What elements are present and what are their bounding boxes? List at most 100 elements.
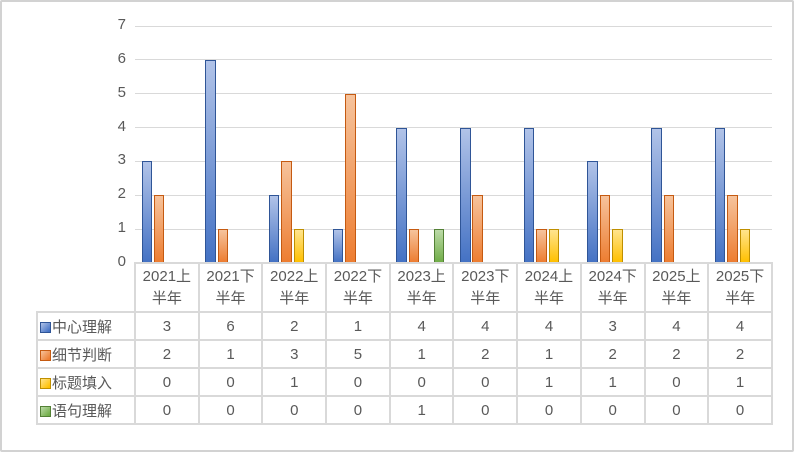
bar-标题填入-2024上半年 xyxy=(548,229,559,263)
value-cell: 0 xyxy=(261,395,328,425)
legend-key-icon xyxy=(40,405,51,417)
bar-中心理解-2025下半年 xyxy=(714,127,726,263)
bar-标题填入-2024下半年 xyxy=(612,229,623,263)
value-cell: 1 xyxy=(707,367,773,397)
value-cell: 0 xyxy=(197,395,264,425)
series-name: 标题填入 xyxy=(52,374,113,392)
series-label-cell: 细节判断 xyxy=(35,339,137,369)
bar-细节判断-2023上半年 xyxy=(408,229,420,263)
y-axis-tick-label: 3 xyxy=(117,151,126,169)
y-axis-tick-label: 4 xyxy=(117,117,126,135)
y-gridline xyxy=(135,93,772,95)
bar-中心理解-2023下半年 xyxy=(460,127,471,263)
value-cell: 1 xyxy=(516,339,582,369)
category-header: 2021上 半年 xyxy=(134,262,200,313)
y-gridline xyxy=(135,228,772,230)
value-cell: 3 xyxy=(579,311,646,341)
series-label-cell: 中心理解 xyxy=(35,311,137,341)
bar-语句理解-2023上半年 xyxy=(433,229,444,263)
value-cell: 2 xyxy=(134,339,200,369)
value-cell: 3 xyxy=(134,311,200,341)
table-row: 细节判断 2 1 3 5 1 2 1 2 2 2 xyxy=(35,339,773,369)
bar-细节判断-2021上半年 xyxy=(153,195,165,263)
bar-标题填入-2022上半年 xyxy=(293,229,305,263)
value-cell: 0 xyxy=(388,367,455,397)
value-cell: 0 xyxy=(134,367,200,397)
y-axis-tick-label: 6 xyxy=(117,49,126,67)
value-cell: 5 xyxy=(325,339,391,369)
value-cell: 0 xyxy=(452,395,519,425)
value-cell: 0 xyxy=(325,395,391,425)
value-cell: 0 xyxy=(325,367,391,397)
y-gridline xyxy=(135,160,772,162)
value-cell: 2 xyxy=(643,339,710,369)
value-cell: 1 xyxy=(516,367,582,397)
value-cell: 4 xyxy=(643,311,710,341)
category-header: 2024下 半年 xyxy=(579,262,646,313)
legend-key-icon xyxy=(40,321,51,333)
y-axis-tick-label: 1 xyxy=(117,219,126,237)
bar-中心理解-2024上半年 xyxy=(523,127,535,263)
value-cell: 1 xyxy=(197,339,264,369)
category-header: 2022下 半年 xyxy=(325,262,391,313)
bar-标题填入-2025下半年 xyxy=(739,229,751,263)
y-axis-tick-label: 2 xyxy=(117,185,126,203)
value-cell: 0 xyxy=(579,395,646,425)
bar-细节判断-2023下半年 xyxy=(472,195,483,263)
value-cell: 4 xyxy=(707,311,773,341)
bar-中心理解-2023上半年 xyxy=(396,127,407,263)
series-name: 中心理解 xyxy=(52,318,113,336)
legend-key-icon xyxy=(40,349,51,361)
y-gridline xyxy=(135,25,772,27)
y-axis-tick-label: 0 xyxy=(117,253,126,270)
category-header: 2024上 半年 xyxy=(516,262,582,313)
y-axis-tick-label: 5 xyxy=(117,83,126,101)
bar-细节判断-2024下半年 xyxy=(599,195,611,263)
bar-细节判断-2021下半年 xyxy=(217,229,229,263)
value-cell: 3 xyxy=(261,339,328,369)
value-cell: 0 xyxy=(197,367,264,397)
value-cell: 2 xyxy=(707,339,773,369)
bar-中心理解-2021下半年 xyxy=(205,59,216,263)
value-cell: 4 xyxy=(388,311,455,341)
value-cell: 1 xyxy=(388,339,455,369)
table-row: 中心理解 3 6 2 1 4 4 4 3 4 4 xyxy=(35,311,773,341)
series-name: 语句理解 xyxy=(52,402,113,420)
y-gridline xyxy=(135,59,772,61)
value-cell: 4 xyxy=(516,311,582,341)
series-label-cell: 语句理解 xyxy=(35,395,137,425)
value-cell: 0 xyxy=(516,395,582,425)
value-cell: 0 xyxy=(134,395,200,425)
y-gridline xyxy=(135,194,772,196)
bar-中心理解-2022上半年 xyxy=(268,195,280,263)
table-header-row: 2021上 半年 2021下 半年 2022上 半年 2022下 半年 2023上 半年 2023下… xyxy=(37,262,773,313)
category-header: 2021下 半年 xyxy=(197,262,264,313)
category-header: 2025上 半年 xyxy=(643,262,710,313)
series-name: 细节判断 xyxy=(52,346,113,364)
category-header: 2022上 半年 xyxy=(261,262,328,313)
category-header: 2023下 半年 xyxy=(452,262,519,313)
bar-中心理解-2025上半年 xyxy=(651,127,662,263)
table-row: 语句理解 0 0 0 0 1 0 0 0 0 0 xyxy=(35,395,773,425)
y-gridline xyxy=(135,127,772,129)
bar-中心理解-2022下半年 xyxy=(332,229,344,263)
bar-细节判断-2022上半年 xyxy=(281,161,292,263)
value-cell: 4 xyxy=(452,311,519,341)
value-cell: 1 xyxy=(261,367,328,397)
value-cell: 6 xyxy=(197,311,264,341)
bar-细节判断-2025下半年 xyxy=(727,195,738,263)
category-header: 2025下 半年 xyxy=(707,262,773,313)
bar-细节判断-2022下半年 xyxy=(345,93,356,263)
bar-细节判断-2024上半年 xyxy=(536,229,547,263)
chart-data-table: 2021上 半年 2021下 半年 2022上 半年 2022下 半年 2023上 半年 2023下… xyxy=(35,262,773,425)
y-axis-tick-label: 7 xyxy=(117,16,126,33)
value-cell: 0 xyxy=(452,367,519,397)
value-cell: 0 xyxy=(643,395,710,425)
value-cell: 1 xyxy=(579,367,646,397)
series-label-cell: 标题填入 xyxy=(35,367,137,397)
value-cell: 1 xyxy=(325,311,391,341)
bar-中心理解-2024下半年 xyxy=(587,161,598,263)
value-cell: 2 xyxy=(579,339,646,369)
value-cell: 1 xyxy=(388,395,455,425)
